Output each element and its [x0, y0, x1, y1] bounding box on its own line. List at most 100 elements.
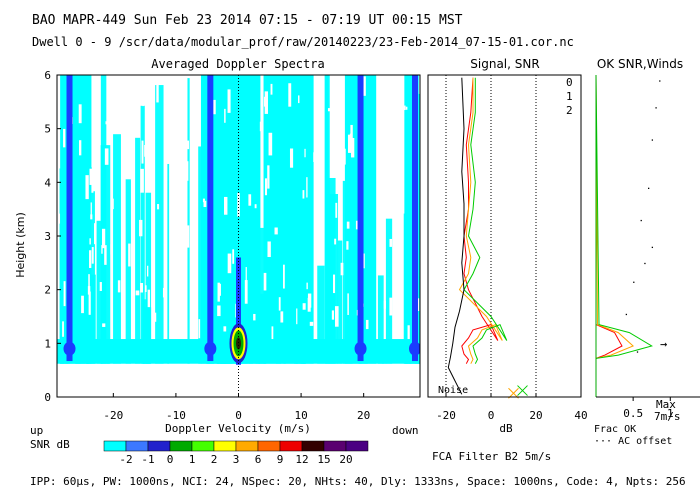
noise-gap [162, 287, 165, 298]
noise-gap [63, 128, 66, 148]
noise-gap [140, 282, 144, 293]
noise-gap [270, 83, 273, 95]
snr-series-1 [458, 77, 503, 364]
noise-gap [99, 282, 102, 291]
colorbar-level-label: -1 [141, 453, 154, 466]
ok-xlabel-offset: ··· AC offset [594, 436, 672, 447]
noise-gap [110, 244, 112, 255]
spectra-ytick-label: 0 [44, 391, 51, 404]
noise-gap [289, 148, 294, 168]
noise-gap [309, 321, 314, 326]
noise-gap [350, 124, 353, 140]
header-line-1: BAO MAPR-449 Sun Feb 23 2014 07:15 - 07:… [32, 13, 463, 28]
noise-gap [347, 134, 352, 153]
noise-gap [264, 91, 268, 114]
noise-gap [107, 137, 110, 142]
noise-streak [385, 218, 393, 364]
noise-gap [254, 204, 257, 209]
noise-gap [94, 223, 96, 245]
noise-gap [89, 238, 91, 245]
noise-gap [178, 242, 181, 259]
spectra-ytick-label: 6 [44, 69, 51, 82]
noise-gap [186, 140, 190, 150]
noise-gap [227, 89, 231, 113]
noise-gap [88, 291, 91, 315]
ok-xlabel-frac: Frac OK [594, 424, 636, 435]
ac-offset-point [644, 262, 646, 265]
colorbar-swatch [213, 440, 237, 452]
ac-offset-point [655, 107, 657, 109]
noise-gap [78, 140, 82, 156]
noise-gap [313, 152, 317, 163]
noise-gap [248, 194, 252, 206]
noise-streak [258, 227, 266, 364]
snr-plot: -20 0 20 40 [427, 74, 588, 422]
noise-gap [117, 280, 121, 293]
noise-gap [330, 94, 333, 117]
snr-xtick-label: 0 [488, 409, 495, 422]
fca-filter-label: FCA Filter B2 5m/s [432, 450, 551, 463]
noise-gap [298, 95, 300, 104]
spectra-ytick-label: 1 [44, 337, 51, 350]
noise-gap [213, 99, 216, 115]
noise-gap [389, 238, 392, 247]
spectra-xtick-label: 10 [294, 409, 307, 422]
colorbar-level-label: 15 [317, 453, 330, 466]
noise-gap [296, 308, 298, 325]
noise-gap [365, 319, 369, 330]
noise-region [263, 75, 314, 364]
spectra-ytick-label: 2 [44, 284, 51, 297]
colorbar-level-label: -2 [119, 453, 132, 466]
ok-xtick-label: 0.5 [623, 407, 643, 420]
noise-gap [128, 243, 131, 267]
noise-gap [173, 287, 177, 304]
noise-gap [389, 297, 393, 316]
noise-gap [407, 325, 410, 341]
noise-gap [267, 165, 270, 189]
noise-streak [377, 275, 384, 364]
snr-noise-marker [517, 385, 528, 396]
spectra-title: Averaged Doppler Spectra [151, 57, 324, 71]
colorbar-swatch [279, 440, 303, 452]
noise-gap [307, 297, 311, 312]
noise-gap [156, 77, 159, 103]
noise-gap [217, 282, 220, 302]
snr-title: Signal, SNR [470, 57, 539, 71]
noise-gap [101, 228, 106, 249]
colorbar-swatch [191, 440, 215, 452]
noise-gap [334, 238, 337, 245]
noise-streak [125, 179, 131, 364]
noise-gap [130, 170, 133, 181]
noise-gap [81, 295, 84, 314]
noise-gap [343, 148, 346, 165]
noise-gap [283, 264, 285, 289]
footer-params: IPP: 60µs, PW: 1000ns, NCI: 24, NSpec: 2… [30, 475, 686, 488]
noise-gap [217, 305, 221, 317]
noise-gap [146, 265, 149, 277]
noise-gap [170, 94, 174, 98]
noise-gap [306, 177, 308, 198]
noise-streak [96, 220, 103, 364]
noise-gap [181, 222, 186, 238]
noise-gap [102, 323, 106, 327]
noise-gap [130, 143, 132, 157]
echo-peak [236, 337, 241, 350]
colorbar-swatch [169, 440, 193, 452]
noise-streak [142, 307, 152, 364]
colorbar: -2 -1 0 1 2 3 6 9 12 15 20 [103, 440, 369, 466]
snr-legend-0: 0 [566, 76, 573, 89]
ok-winds-title: OK SNR,Winds [597, 57, 683, 71]
noise-gap [304, 148, 306, 158]
noise-streak [187, 78, 190, 364]
wind-barb: → [660, 337, 667, 351]
colorbar-level-label: 20 [339, 453, 352, 466]
noise-gap [334, 306, 339, 327]
noise-gap [383, 300, 386, 309]
noise-streak [167, 163, 170, 364]
spectra-xlabel: Doppler Velocity (m/s) [165, 422, 311, 435]
ok-plot: 0.5 1 [595, 74, 700, 420]
colorbar-level-label: 12 [295, 453, 308, 466]
spectra-plot: -20 -10 0 10 20 0 1 2 3 4 5 6 [44, 69, 421, 422]
noise-gap [78, 104, 82, 124]
noise-gap [195, 88, 199, 101]
